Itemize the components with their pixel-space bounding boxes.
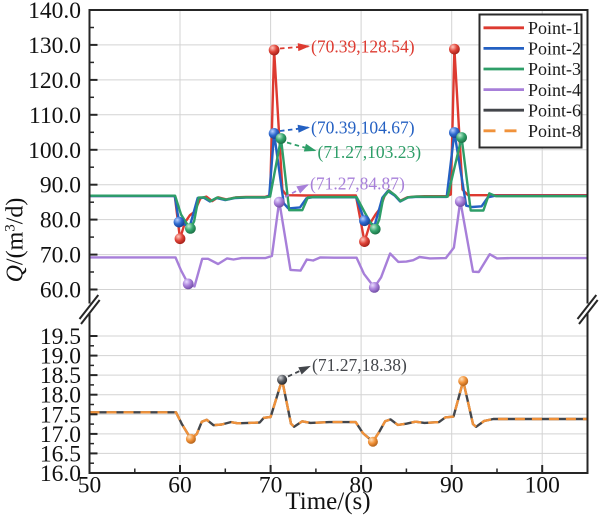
svg-text:Point-6: Point-6	[528, 100, 581, 120]
svg-text:(71.27,84.87): (71.27,84.87)	[310, 173, 405, 193]
svg-text:17.5: 17.5	[40, 402, 81, 428]
svg-text:100: 100	[525, 473, 560, 499]
svg-text:(70.39,128.54): (70.39,128.54)	[311, 36, 415, 56]
svg-text:60: 60	[168, 473, 192, 499]
svg-text:80: 80	[349, 473, 373, 499]
svg-text:(70.39,104.67): (70.39,104.67)	[311, 117, 415, 137]
svg-text:17.0: 17.0	[40, 422, 81, 448]
svg-text:(71.27,18.38): (71.27,18.38)	[312, 355, 407, 375]
svg-text:18.0: 18.0	[40, 383, 81, 409]
svg-text:140.0: 140.0	[28, 0, 81, 24]
svg-text:Point-1: Point-1	[528, 18, 581, 38]
svg-text:Point-2: Point-2	[528, 39, 581, 59]
svg-text:70.0: 70.0	[40, 243, 81, 269]
svg-text:120.0: 120.0	[28, 68, 81, 94]
svg-text:19.5: 19.5	[40, 324, 81, 350]
svg-text:16.0: 16.0	[40, 461, 81, 487]
svg-text:Point-8: Point-8	[528, 121, 581, 141]
svg-text:90.0: 90.0	[40, 173, 81, 199]
svg-text:130.0: 130.0	[28, 33, 81, 59]
svg-text:18.5: 18.5	[40, 363, 81, 389]
svg-text:110.0: 110.0	[29, 103, 81, 129]
svg-text:Point-3: Point-3	[528, 59, 581, 79]
svg-text:60.0: 60.0	[40, 278, 81, 304]
svg-text:70: 70	[259, 473, 283, 499]
svg-text:90: 90	[440, 473, 464, 499]
svg-text:(71.27,103.23): (71.27,103.23)	[318, 142, 422, 162]
svg-text:100.0: 100.0	[28, 138, 81, 164]
svg-text:19.0: 19.0	[40, 344, 81, 370]
svg-text:Time/(s): Time/(s)	[285, 488, 370, 515]
svg-text:Q/(m3/d): Q/(m3/d)	[3, 198, 29, 283]
svg-text:Point-4: Point-4	[528, 80, 581, 100]
svg-text:80.0: 80.0	[40, 208, 81, 234]
svg-text:16.5: 16.5	[40, 441, 81, 467]
svg-text:50: 50	[78, 473, 102, 499]
